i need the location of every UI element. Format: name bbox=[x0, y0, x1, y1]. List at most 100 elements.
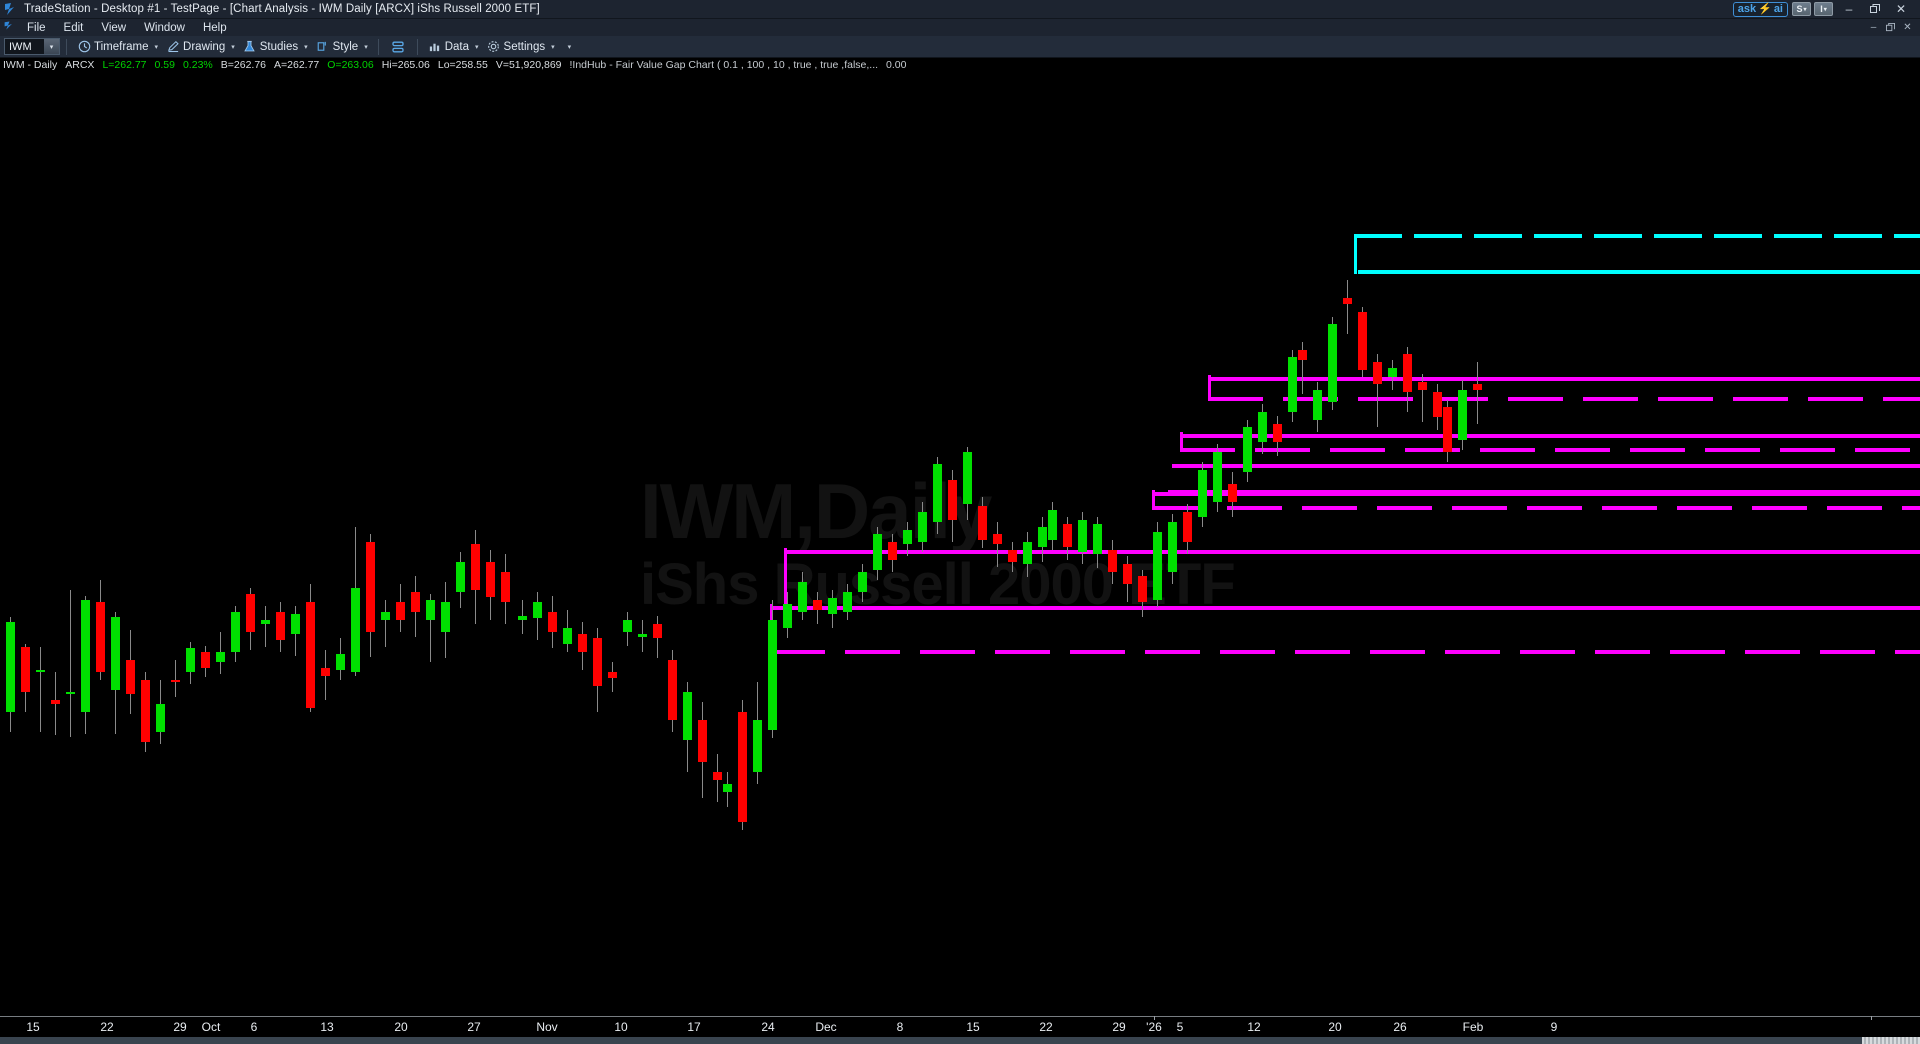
insight-button[interactable]: I ▾ bbox=[1814, 2, 1833, 16]
candle-body bbox=[1273, 424, 1282, 442]
fvg-bullish-line bbox=[1180, 434, 1920, 438]
date-axis-label: 5 bbox=[1176, 1020, 1184, 1034]
timeframe-button[interactable]: Timeframe ▾ bbox=[73, 37, 162, 57]
fvg-bullish-line bbox=[784, 550, 1920, 554]
document-restore-button[interactable] bbox=[1882, 19, 1899, 36]
date-axis-tick bbox=[1871, 1016, 1872, 1020]
candle-body bbox=[111, 617, 120, 690]
candle-body bbox=[548, 612, 557, 632]
toolbar-overflow-button[interactable]: ▾ bbox=[559, 37, 578, 57]
scanner-button[interactable]: S ▾ bbox=[1792, 2, 1811, 16]
quote-symbol: IWM - Daily bbox=[3, 59, 58, 71]
fvg-zone-edge bbox=[1208, 375, 1211, 399]
candle-body bbox=[1198, 470, 1207, 517]
toolbar-separator bbox=[377, 38, 379, 55]
candle-body bbox=[1388, 368, 1397, 377]
candle-body bbox=[1473, 384, 1482, 390]
style-button[interactable]: Style ▾ bbox=[312, 37, 372, 57]
chevron-down-icon: ▾ bbox=[1823, 6, 1827, 13]
candle-body bbox=[216, 652, 225, 662]
document-close-button[interactable]: ✕ bbox=[1903, 22, 1912, 33]
chevron-down-icon[interactable]: ▾ bbox=[304, 43, 308, 51]
candle-body bbox=[351, 588, 360, 672]
candle-body bbox=[1228, 484, 1237, 502]
date-axis[interactable]: 15 22 29 Oct 6 13 20 27 Nov 10 17 24 Dec 8 15 22 29 '26 5 1… bbox=[0, 1016, 1920, 1037]
window-close-button[interactable]: ✕ bbox=[1895, 2, 1907, 16]
candle-body bbox=[978, 506, 987, 540]
fvg-bullish-line bbox=[770, 606, 1920, 610]
date-axis-tick bbox=[1154, 1016, 1155, 1020]
date-axis-label: 8 bbox=[896, 1020, 904, 1034]
indicator-value: 0.00 bbox=[886, 59, 907, 71]
candle-body bbox=[753, 720, 762, 772]
window-restore-button[interactable] bbox=[1862, 0, 1888, 19]
candle-body bbox=[1313, 390, 1322, 420]
candle-body bbox=[321, 668, 330, 676]
candle-body bbox=[903, 530, 912, 544]
candle-body bbox=[1183, 512, 1192, 542]
price-chart-canvas[interactable]: IWM,Daily iShs Russell 2000 ETF bbox=[0, 72, 1920, 1016]
date-axis-label: 9 bbox=[1550, 1020, 1558, 1034]
menu-item-file[interactable]: File bbox=[27, 21, 46, 34]
settings-button[interactable]: Settings ▾ bbox=[483, 37, 559, 57]
candle-body bbox=[1213, 452, 1222, 502]
candle-body bbox=[201, 652, 210, 668]
candle-body bbox=[563, 628, 572, 644]
quote-bid: B=262.76 bbox=[220, 59, 267, 71]
chevron-down-icon[interactable]: ▾ bbox=[231, 43, 235, 51]
candle-body bbox=[828, 598, 837, 614]
studies-label: Studies bbox=[259, 40, 299, 53]
candle-wick bbox=[40, 647, 41, 732]
window-minimize-button[interactable]: – bbox=[1845, 2, 1853, 16]
candle-body bbox=[246, 594, 255, 632]
quote-last: L=262.77 bbox=[102, 59, 147, 71]
chevron-down-icon[interactable]: ▾ bbox=[551, 43, 555, 51]
drawing-button[interactable]: Drawing ▾ bbox=[162, 37, 239, 57]
candle-body bbox=[486, 562, 495, 597]
candle-body bbox=[1048, 510, 1057, 540]
candle-body bbox=[713, 772, 722, 780]
scrollbar-thumb[interactable] bbox=[1862, 1037, 1920, 1044]
menu-item-view[interactable]: View bbox=[101, 21, 127, 34]
candle-body bbox=[1418, 382, 1427, 390]
studies-button[interactable]: Studies ▾ bbox=[239, 37, 312, 57]
candle-body bbox=[1358, 312, 1367, 370]
date-axis-label: 22 bbox=[100, 1020, 114, 1034]
chevron-down-icon[interactable]: ▾ bbox=[475, 43, 479, 51]
candle-body bbox=[1138, 576, 1147, 602]
indicator-label[interactable]: !IndHub - Fair Value Gap Chart ( 0.1 , 1… bbox=[569, 59, 879, 71]
document-minimize-button[interactable]: – bbox=[1870, 22, 1877, 33]
ask-ai-button[interactable]: ask ⚡ ai bbox=[1732, 1, 1788, 17]
date-axis-label: 15 bbox=[966, 1020, 980, 1034]
candle-body bbox=[623, 620, 632, 632]
date-axis-label: Feb bbox=[1462, 1020, 1484, 1034]
menu-item-window[interactable]: Window bbox=[144, 21, 185, 34]
symbol-input[interactable]: IWM ▾ bbox=[4, 38, 60, 55]
candle-body bbox=[1153, 532, 1162, 600]
horizontal-scrollbar[interactable] bbox=[0, 1037, 1920, 1044]
candle-body bbox=[1078, 520, 1087, 552]
candle-body bbox=[533, 602, 542, 618]
menu-item-help[interactable]: Help bbox=[202, 21, 227, 34]
candle-wick bbox=[385, 600, 386, 647]
candle-body bbox=[638, 634, 647, 637]
candle-body bbox=[683, 692, 692, 740]
candle-body bbox=[426, 600, 435, 620]
candle-body bbox=[441, 602, 450, 632]
data-button[interactable]: Data ▾ bbox=[424, 37, 483, 57]
ask-ai-label-right: ai bbox=[1773, 3, 1783, 15]
candle-body bbox=[336, 654, 345, 670]
chevron-down-icon[interactable]: ▾ bbox=[154, 43, 159, 51]
overflow-caret-icon: ▾ bbox=[567, 43, 572, 51]
candle-body bbox=[668, 660, 677, 720]
candle-style-icon bbox=[316, 40, 330, 54]
menu-item-edit[interactable]: Edit bbox=[63, 21, 84, 34]
candle-body bbox=[456, 562, 465, 592]
chevron-down-icon[interactable]: ▾ bbox=[364, 43, 368, 51]
fvg-bullish-line bbox=[1180, 448, 1920, 452]
candle-body bbox=[171, 680, 180, 682]
date-axis-label: 29 bbox=[173, 1020, 187, 1034]
split-layout-button[interactable] bbox=[385, 37, 411, 57]
chevron-down-icon[interactable]: ▾ bbox=[44, 39, 59, 54]
fvg-bullish-line bbox=[1152, 506, 1920, 510]
